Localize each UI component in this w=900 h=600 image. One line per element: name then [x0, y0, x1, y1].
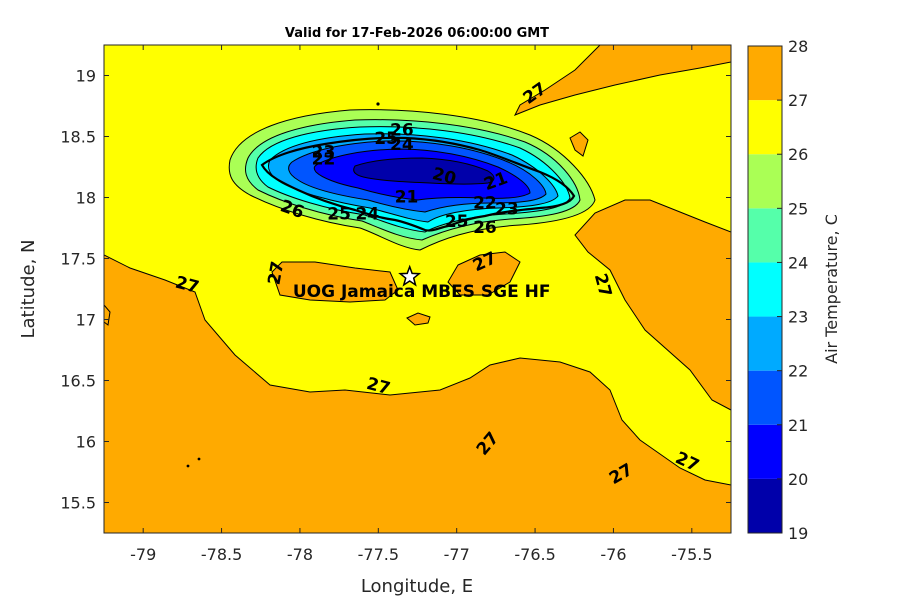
- colorbar-segment: [748, 100, 782, 155]
- warm-region-southwest: [104, 254, 731, 533]
- chart-title: Valid for 17-Feb-2026 06:00:00 GMT: [285, 26, 549, 41]
- station-label: UOG Jamaica MBES SGE HF: [293, 282, 551, 302]
- warm-region-north: [513, 45, 731, 116]
- x-tick-label: -77.5: [358, 545, 399, 564]
- x-tick-label: -76: [600, 545, 626, 564]
- x-tick-label: -79: [130, 545, 156, 564]
- warm-region-east: [574, 199, 731, 411]
- y-tick-label: 19: [76, 67, 96, 86]
- coastline: [260, 136, 576, 232]
- contour-label: 25: [327, 205, 351, 225]
- contour-label: 26: [473, 218, 497, 238]
- contour-label: 21: [395, 188, 419, 208]
- axes-frame: [103, 44, 732, 534]
- contour-label: 27: [265, 260, 289, 287]
- colorbar-segment: [748, 370, 782, 425]
- colorbar-segment: [748, 478, 782, 533]
- islet-sw-2: [197, 457, 201, 461]
- y-tick-label: 17.5: [60, 250, 96, 269]
- y-tick-label: 15.5: [60, 494, 96, 513]
- colorbar-tick-label: 19: [788, 524, 808, 543]
- colorbar-segment: [748, 262, 782, 317]
- colorbar-tick-label: 22: [788, 362, 808, 381]
- contour-band-19: [353, 157, 495, 185]
- warm-island-tiny: [406, 312, 431, 326]
- y-tick-label: 17: [76, 311, 96, 330]
- contour-label: 24: [390, 135, 414, 155]
- colorbar-tick-label: 20: [788, 470, 808, 489]
- contour-label: 23: [495, 200, 519, 220]
- y-tick-label: 16.5: [60, 372, 96, 391]
- x-tick-label: -78.5: [201, 545, 242, 564]
- station-star-icon[interactable]: [398, 264, 422, 287]
- colorbar-tick-label: 25: [788, 199, 808, 218]
- warm-island-central: [447, 251, 521, 296]
- colorbar-segment: [748, 208, 782, 263]
- warm-island-west: [271, 261, 399, 303]
- colorbar: 19 20 21 22 23 24 25 26 27 28: [747, 37, 808, 543]
- x-tick-label: -75.5: [671, 545, 712, 564]
- contour-label: 23: [312, 142, 336, 162]
- y-tick-label: 16: [76, 433, 96, 452]
- y-tick-label: 18: [76, 189, 96, 208]
- contour-label: 26: [390, 120, 414, 140]
- colorbar-tick-label: 24: [788, 253, 808, 272]
- islet-north: [376, 102, 380, 106]
- x-tick-label: -78: [287, 545, 313, 564]
- islet-sw-1: [186, 464, 190, 468]
- y-axis-label: Latitude, N: [18, 240, 39, 339]
- colorbar-segment: [748, 46, 782, 101]
- colorbar-tick-label: 27: [788, 91, 808, 110]
- warm-regions: [104, 45, 731, 533]
- colorbar-tick-label: 21: [788, 416, 808, 435]
- contour-label: 25: [445, 212, 469, 232]
- colorbar-segment: [748, 316, 782, 371]
- y-axis: 15.5 16 16.5 17 17.5 18 18.5 19: [60, 67, 731, 513]
- warm-island-ne: [569, 131, 589, 157]
- x-axis: -79 -78.5 -78 -77.5 -77 -76.5 -76 -75.5: [130, 45, 713, 564]
- colorbar-tick-label: 23: [788, 308, 808, 327]
- contour-label: 24: [356, 205, 380, 225]
- colorbar-label: Air Temperature, C: [822, 214, 841, 364]
- x-axis-label: Longitude, E: [361, 576, 473, 597]
- contour-label: 25: [374, 129, 398, 149]
- x-tick-label: -77: [444, 545, 470, 564]
- colorbar-tick-label: 28: [788, 37, 808, 56]
- contour-label: 22: [473, 194, 497, 214]
- y-tick-label: 18.5: [60, 128, 96, 147]
- contour-label: 22: [312, 150, 336, 170]
- colorbar-segment: [748, 154, 782, 209]
- colorbar-frame: [747, 45, 783, 534]
- colorbar-segment: [748, 424, 782, 479]
- colorbar-tick-label: 26: [788, 145, 808, 164]
- x-tick-label: -76.5: [514, 545, 555, 564]
